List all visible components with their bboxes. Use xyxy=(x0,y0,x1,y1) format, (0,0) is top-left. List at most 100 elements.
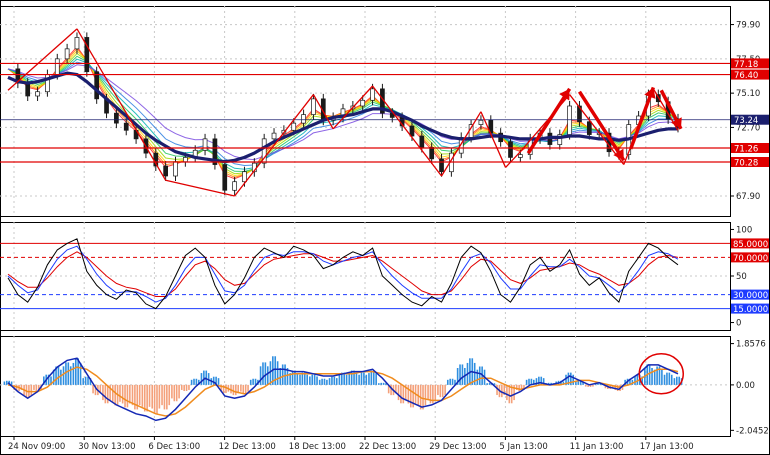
level-tag-label: 71.26 xyxy=(734,145,758,155)
histogram-bar xyxy=(338,374,341,385)
histogram-bar xyxy=(60,369,62,385)
zigzag-segment xyxy=(332,85,374,130)
y-tick-label: 75.10 xyxy=(736,89,760,99)
histogram-bar xyxy=(387,384,390,394)
histogram-bar xyxy=(363,372,365,385)
histogram-bar xyxy=(663,374,666,385)
histogram-bar xyxy=(523,384,525,390)
candle-body xyxy=(271,132,277,140)
histogram-bar xyxy=(156,384,158,414)
histogram-bar xyxy=(446,379,449,385)
histogram-bar xyxy=(328,378,331,385)
histogram-bar xyxy=(582,381,584,385)
histogram-bar xyxy=(358,374,360,385)
level-tag xyxy=(731,143,769,153)
histogram-bar xyxy=(538,376,540,385)
histogram-bar xyxy=(355,373,358,385)
histogram-bar xyxy=(368,373,370,385)
current-price-label: 73.24 xyxy=(734,116,758,126)
histogram-bar xyxy=(225,384,227,394)
histogram-bar xyxy=(168,384,171,406)
histogram-bar xyxy=(301,372,304,385)
candle-body xyxy=(261,138,267,164)
histogram-bar xyxy=(111,384,114,402)
histogram-bar xyxy=(195,378,198,385)
histogram-bar xyxy=(395,384,397,394)
histogram-bar xyxy=(441,384,444,398)
histogram-bar xyxy=(486,383,488,385)
zigzag-segment xyxy=(440,111,482,177)
macd-panel: 1.8576 0.00 -2.0452 xyxy=(0,340,769,436)
y-tick-label: 72.70 xyxy=(736,123,760,133)
histogram-bar xyxy=(326,379,328,385)
candle-body xyxy=(409,125,415,137)
histogram-bar xyxy=(47,374,50,385)
zigzag-segment xyxy=(7,28,78,91)
candle-body xyxy=(54,58,60,75)
histogram-bar xyxy=(153,384,156,414)
histogram-bar xyxy=(624,379,626,385)
histogram-bar xyxy=(235,384,237,396)
histogram-bar xyxy=(237,384,240,394)
histogram-bar xyxy=(592,384,594,387)
histogram-bar xyxy=(151,384,153,409)
histogram-bar xyxy=(513,384,515,401)
zigzag-segment xyxy=(165,179,235,197)
candle-body xyxy=(291,122,297,131)
histogram-bar xyxy=(648,364,651,385)
histogram-bar xyxy=(321,378,323,385)
histogram-bar xyxy=(77,358,79,385)
histogram-bar xyxy=(99,384,102,394)
histogram-bar xyxy=(378,383,380,385)
histogram-bar xyxy=(459,364,461,385)
histogram-bar xyxy=(528,378,530,385)
histogram-bar xyxy=(661,369,663,385)
histogram-bar xyxy=(488,382,491,385)
histogram-bar xyxy=(400,384,402,404)
histogram-bar xyxy=(653,369,656,385)
stoch-level-tag xyxy=(731,238,769,249)
histogram-bar xyxy=(84,376,87,385)
histogram-bar xyxy=(412,384,414,408)
histogram-bar xyxy=(567,372,570,385)
histogram-bar xyxy=(380,382,383,385)
histogram-bar xyxy=(616,384,619,392)
histogram-bar xyxy=(636,374,639,385)
x-tick-label: 22 Dec 13:00 xyxy=(359,442,416,452)
histogram-bar xyxy=(207,373,210,385)
histogram-bar xyxy=(587,384,589,387)
histogram-bar xyxy=(178,384,180,399)
histogram-bar xyxy=(562,381,565,385)
arrow-shaft xyxy=(629,86,656,150)
histogram-bar xyxy=(422,384,424,410)
histogram-bar xyxy=(141,384,144,407)
candle-body xyxy=(25,82,31,97)
histogram-bar xyxy=(289,373,291,385)
level-tag-label: 70.28 xyxy=(734,159,758,169)
histogram-bar xyxy=(572,374,575,385)
histogram-bar xyxy=(345,374,348,385)
y-tick-label: 50 xyxy=(736,272,747,282)
histogram-bar xyxy=(33,384,35,390)
candle-body xyxy=(586,121,592,135)
histogram-bar xyxy=(193,378,195,385)
candle-body xyxy=(35,91,40,97)
histogram-bar xyxy=(138,384,141,406)
histogram-bar xyxy=(303,372,306,385)
histogram-bar xyxy=(676,376,678,385)
arrow-head xyxy=(559,88,570,101)
x-tick-label: 11 Jan 13:00 xyxy=(570,442,624,452)
stoch-signal-line xyxy=(7,245,679,303)
histogram-bar xyxy=(87,376,89,385)
candle-body xyxy=(242,171,247,183)
candle-body xyxy=(567,105,572,135)
histogram-bar xyxy=(269,361,272,385)
x-tick-label: 30 Nov 13:00 xyxy=(78,442,135,452)
histogram-bar xyxy=(276,361,279,385)
histogram-bar xyxy=(621,384,624,390)
histogram-bar xyxy=(533,379,535,385)
histogram-bar xyxy=(89,378,92,385)
histogram-bar xyxy=(382,382,385,385)
histogram-bar xyxy=(109,384,111,401)
zigzag-segment xyxy=(234,94,314,197)
